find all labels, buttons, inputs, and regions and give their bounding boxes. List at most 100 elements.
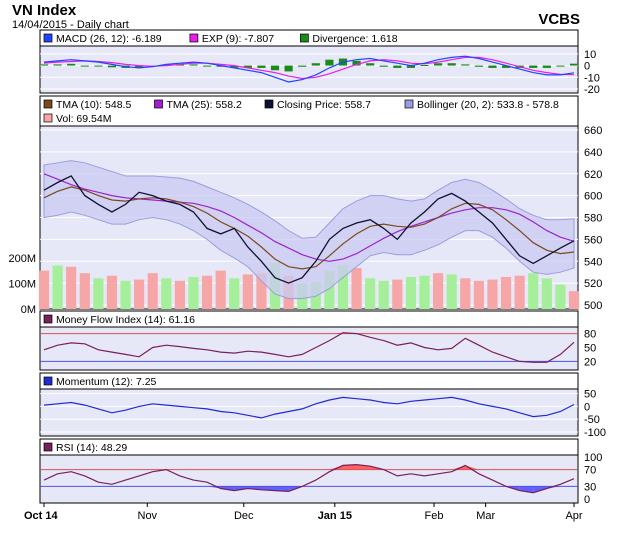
macd-legend-swatch (300, 33, 309, 43)
volume-bar (93, 278, 104, 309)
rsi-overbought-area (342, 464, 357, 470)
volume-bar (324, 270, 335, 309)
divergence-bar (474, 65, 483, 67)
momentum-line (43, 396, 575, 419)
rsi-legend-swatch (43, 442, 53, 452)
divergence-bar (529, 65, 538, 68)
divergence-bar (393, 65, 402, 68)
mfi-legend-bar (39, 310, 579, 328)
divergence-bar (434, 63, 443, 66)
divergence-bar (461, 64, 470, 66)
bollinger-band (43, 160, 575, 299)
rsi-legend-bar (39, 438, 579, 456)
divergence-bar (230, 65, 239, 68)
x-axis-label: Feb (425, 510, 444, 522)
volume-legend-label: Vol: 69.54M (56, 113, 111, 125)
volume-bar (392, 279, 403, 309)
volume-bar (201, 275, 213, 309)
volume-bar (147, 273, 158, 309)
momentum-legend-bar (39, 372, 579, 390)
rsi-legend-label: RSI (14): 48.29 (56, 442, 127, 454)
divergence-bar (311, 63, 320, 66)
x-axis-label: Oct 14 (24, 510, 59, 522)
macd-legend-swatch (43, 33, 53, 43)
volume-bar (365, 278, 376, 309)
divergence-bar (569, 63, 579, 66)
price-tick-label: 560 (584, 234, 602, 246)
divergence-bar (257, 65, 266, 68)
volume-bar (337, 265, 349, 309)
divergence-bar (556, 65, 565, 67)
price-tick-label: 540 (584, 256, 602, 268)
volume-bar (528, 273, 539, 309)
momentum-legend-swatch (43, 376, 53, 386)
brand-label: VCBS (538, 11, 580, 28)
price-legend-swatch (43, 99, 53, 109)
volume-bar (106, 275, 118, 309)
divergence-bar (488, 65, 497, 68)
price-tick-label: 600 (584, 191, 602, 203)
mfi-legend-label: Money Flow Index (14): 61.16 (56, 314, 195, 326)
volume-bar (242, 274, 253, 309)
volume-bar (446, 274, 457, 309)
price-legend-swatch (404, 99, 414, 109)
tma10-line (43, 186, 575, 270)
macd-tick-label: -10 (584, 72, 600, 84)
mfi-tick-label: 20 (584, 356, 596, 368)
divergence-bar (39, 64, 49, 66)
rsi-line (43, 463, 575, 494)
momentum-tick-label: -100 (584, 427, 606, 439)
volume-bar (514, 275, 525, 309)
mfi-tick-label: 50 (584, 343, 596, 355)
momentum-tick-label: -50 (584, 414, 600, 426)
volume-bar (256, 273, 267, 309)
macd-legend-label: MACD (26, 12): -6.189 (56, 33, 162, 45)
rsi-oversold-area (275, 486, 289, 492)
volume-tick-label: 100M (8, 278, 36, 290)
macd-tick-label: 0 (584, 61, 590, 73)
macd-legend-label: EXP (9): -7.807 (202, 33, 274, 45)
rsi-tick-label: 30 (584, 481, 596, 493)
price-legend-label: Closing Price: 558.7 (277, 99, 371, 111)
volume-bar (66, 266, 77, 309)
price-tick-label: 580 (584, 213, 602, 225)
divergence-bar (298, 65, 307, 67)
price-legend-label: TMA (10): 548.5 (56, 99, 131, 111)
volume-bar (52, 265, 63, 309)
divergence-bar (284, 65, 293, 72)
volume-bar (79, 273, 90, 309)
mfi-legend-swatch (43, 314, 53, 324)
volume-legend-swatch (43, 113, 53, 123)
price-legend-label: TMA (25): 558.2 (167, 99, 242, 111)
price-tick-label: 660 (584, 125, 602, 137)
volume-bar (500, 277, 512, 309)
volume-bar (405, 277, 417, 309)
divergence-bar (80, 65, 89, 67)
macd-legend-swatch (189, 33, 199, 43)
volume-bar (487, 279, 498, 309)
volume-bar (433, 273, 444, 309)
price-legend-swatch (264, 99, 274, 109)
volume-bar (473, 280, 484, 309)
volume-bar (351, 268, 362, 309)
divergence-bar (352, 60, 361, 66)
volume-tick-label: 0M (21, 304, 36, 316)
divergence-bar (501, 65, 511, 68)
divergence-bar (325, 59, 334, 66)
divergence-bar (542, 65, 551, 68)
rsi-tick-label: 0 (584, 494, 590, 506)
momentum-tick-label: 0 (584, 401, 590, 413)
volume-bar (161, 278, 172, 309)
divergence-bar (447, 63, 456, 66)
chart-subtitle: 14/04/2015 - Daily chart (12, 19, 129, 31)
divergence-bar (379, 65, 388, 67)
rsi-tick-label: 70 (584, 465, 596, 477)
closing-price-line (43, 175, 575, 284)
divergence-bar (203, 65, 212, 67)
price-tick-label: 520 (584, 278, 602, 290)
price-tick-label: 500 (584, 300, 602, 312)
price-legend-swatch (154, 99, 163, 109)
divergence-bar (270, 65, 280, 71)
divergence-bar (189, 64, 198, 66)
